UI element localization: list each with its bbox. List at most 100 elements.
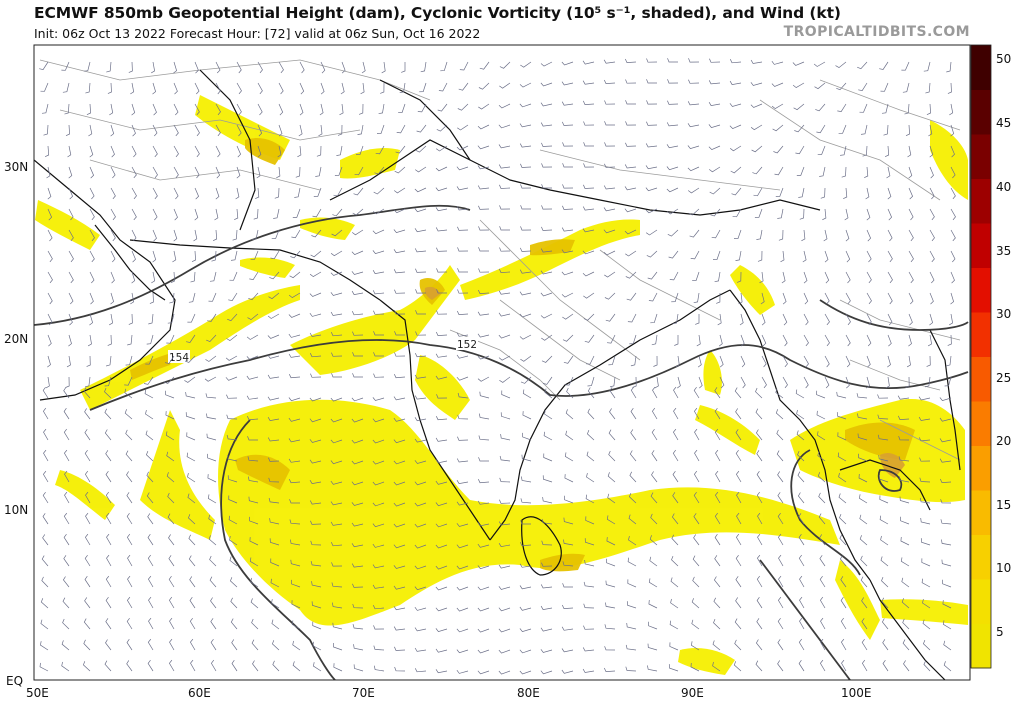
wind-barb bbox=[478, 82, 490, 90]
wind-barb bbox=[693, 292, 700, 304]
wind-barb bbox=[173, 82, 178, 95]
colorbar-segment bbox=[971, 134, 991, 179]
wind-barb bbox=[562, 561, 574, 567]
wind-barb bbox=[732, 208, 742, 218]
wind-barb bbox=[520, 163, 532, 168]
wind-barb bbox=[330, 292, 343, 296]
wind-barb bbox=[82, 661, 91, 672]
wind-barb bbox=[271, 599, 280, 609]
wind-barb bbox=[796, 166, 805, 176]
wind-barb bbox=[879, 495, 889, 504]
wind-barb bbox=[456, 501, 469, 506]
wind-barb bbox=[950, 145, 955, 158]
wind-barb bbox=[772, 124, 784, 132]
wind-barb bbox=[214, 208, 219, 221]
wind-barb bbox=[540, 627, 553, 632]
wind-barb bbox=[231, 659, 238, 672]
wind-barb bbox=[582, 100, 595, 105]
wind-barb bbox=[921, 578, 931, 588]
wind-barb bbox=[63, 512, 70, 525]
wind-barb bbox=[291, 620, 301, 630]
wind-barb bbox=[859, 494, 868, 504]
wind-barb bbox=[477, 289, 490, 294]
wind-barb bbox=[215, 166, 221, 179]
wind-barb bbox=[393, 606, 406, 611]
wind-barb bbox=[152, 208, 158, 221]
wind-barb bbox=[845, 292, 851, 305]
wind-barb bbox=[458, 82, 469, 91]
wind-barb bbox=[775, 388, 784, 399]
wind-barb bbox=[694, 428, 700, 441]
wind-barb bbox=[629, 471, 637, 483]
wind-barb bbox=[778, 229, 784, 241]
wind-barb bbox=[187, 493, 196, 504]
wind-barb bbox=[630, 429, 637, 441]
wind-barb bbox=[131, 250, 136, 263]
wind-barb bbox=[126, 512, 133, 525]
wind-barb bbox=[824, 313, 830, 326]
wind-barb bbox=[309, 480, 322, 484]
wind-barb bbox=[457, 268, 468, 273]
wind-barb bbox=[435, 586, 448, 591]
wind-barb bbox=[950, 166, 956, 179]
wind-barb bbox=[668, 250, 679, 259]
wind-barb bbox=[271, 229, 280, 239]
wind-barb bbox=[352, 373, 363, 378]
wind-barb bbox=[477, 333, 490, 338]
wind-barb bbox=[857, 61, 868, 70]
wind-barb bbox=[351, 311, 364, 316]
wind-barb bbox=[709, 187, 721, 195]
wind-barb bbox=[372, 523, 385, 528]
wind-barb bbox=[864, 166, 869, 179]
wind-barb bbox=[562, 313, 574, 320]
wind-barb bbox=[436, 247, 448, 252]
wind-barb bbox=[477, 311, 490, 316]
wind-barb bbox=[692, 555, 700, 567]
wind-barb bbox=[208, 292, 217, 302]
wind-barb bbox=[457, 226, 469, 231]
wind-barb bbox=[435, 669, 448, 674]
wind-barb bbox=[353, 664, 364, 672]
wind-barb bbox=[520, 226, 532, 231]
wind-barb bbox=[477, 185, 490, 190]
wind-barb bbox=[735, 429, 742, 441]
wind-barb bbox=[124, 376, 133, 386]
wind-barb bbox=[887, 187, 892, 200]
wind-barb bbox=[564, 495, 574, 504]
wind-barb bbox=[456, 649, 469, 654]
wind-barb bbox=[291, 229, 301, 239]
wind-barb bbox=[777, 512, 784, 525]
wind-barb bbox=[354, 166, 364, 176]
wind-barb bbox=[817, 145, 826, 155]
wind-barb bbox=[47, 229, 53, 242]
wind-barb bbox=[105, 470, 112, 483]
wind-barb bbox=[840, 145, 847, 156]
wind-barb bbox=[818, 492, 826, 504]
wind-barb bbox=[519, 313, 532, 318]
wind-barb bbox=[582, 60, 595, 65]
wind-barb bbox=[819, 596, 826, 609]
wind-barb bbox=[609, 408, 616, 420]
wind-barb bbox=[668, 664, 679, 672]
wind-barb bbox=[841, 166, 847, 178]
wind-barb bbox=[498, 564, 511, 569]
wind-barb bbox=[437, 103, 448, 112]
wind-barb bbox=[292, 661, 301, 672]
wind-barb bbox=[901, 598, 910, 609]
wind-barb bbox=[478, 226, 490, 231]
wind-barb bbox=[519, 103, 532, 108]
wind-barb bbox=[393, 229, 406, 234]
wind-barb bbox=[608, 429, 616, 441]
wind-barb bbox=[246, 415, 259, 421]
wind-barb bbox=[693, 534, 700, 546]
wind-barb bbox=[908, 208, 914, 221]
wind-barb bbox=[147, 575, 154, 588]
wind-barb bbox=[795, 389, 805, 399]
wind-barb bbox=[695, 314, 700, 325]
wind-barb bbox=[292, 208, 301, 218]
lon-tick-50e: 50E bbox=[26, 686, 49, 700]
wind-barb bbox=[520, 205, 531, 210]
wind-barb bbox=[331, 373, 342, 378]
wind-barb bbox=[645, 165, 658, 170]
wind-barb bbox=[89, 208, 95, 221]
